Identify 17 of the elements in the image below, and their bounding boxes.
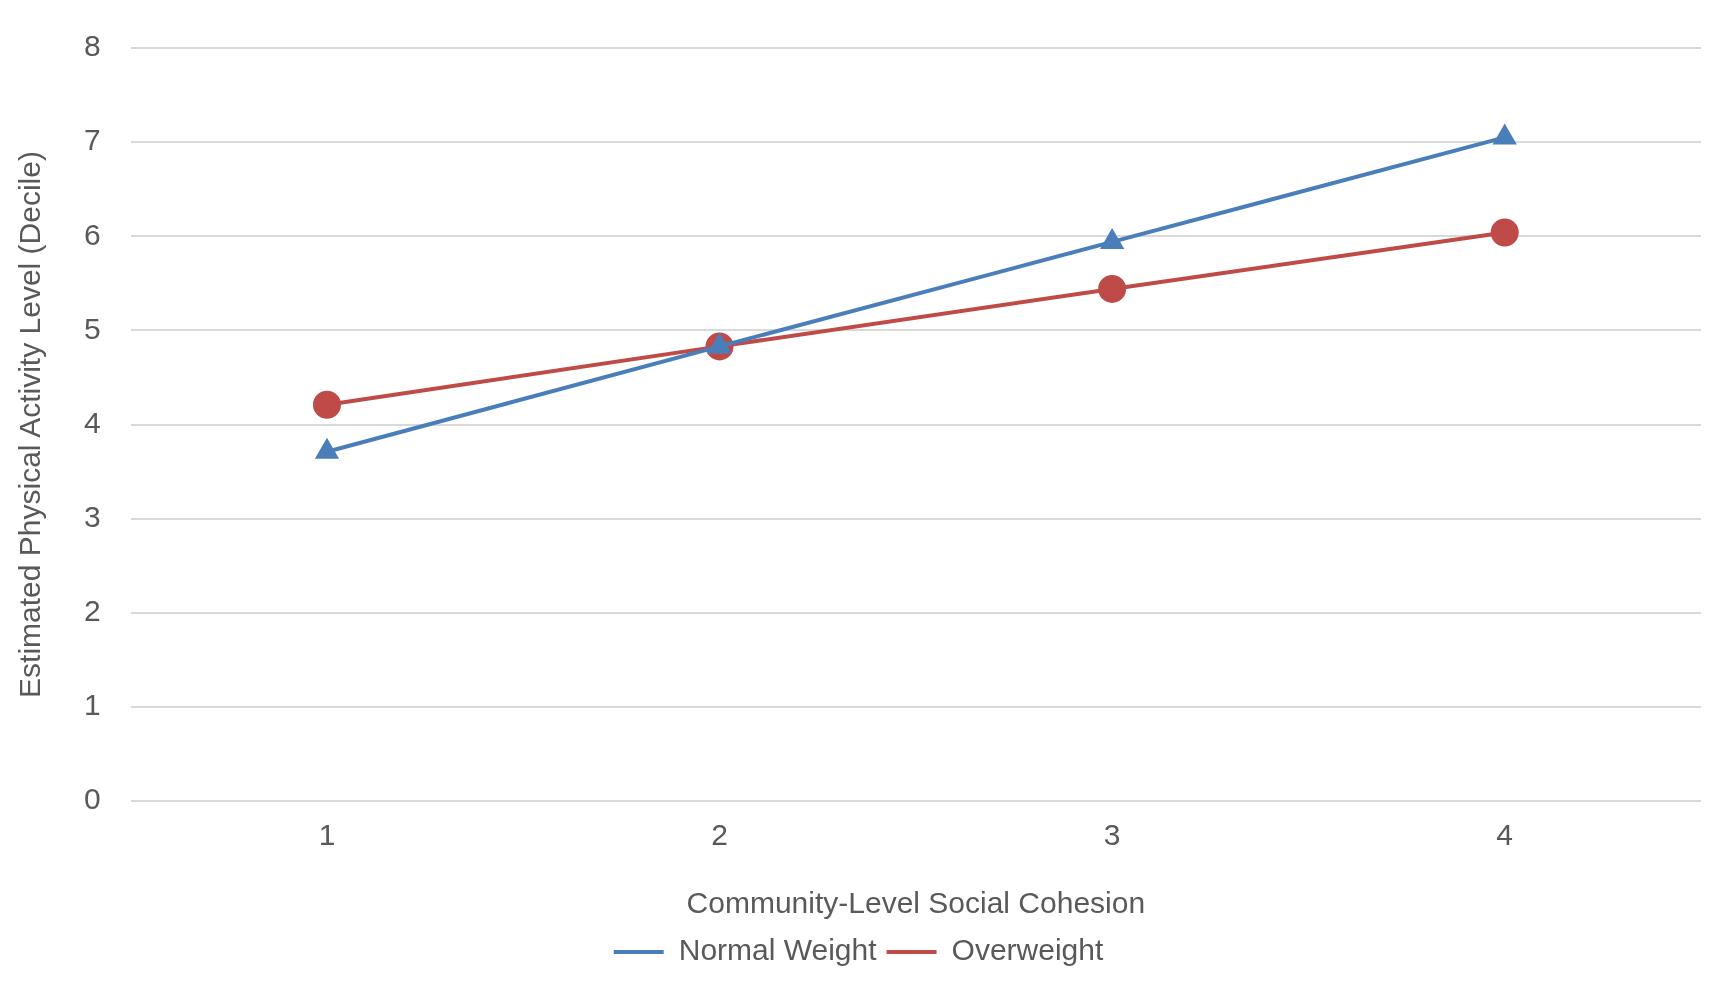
y-tick-label: 1	[84, 688, 101, 722]
x-axis-title: Community-Level Social Cohesion	[686, 886, 1146, 920]
y-tick-label: 8	[84, 29, 101, 63]
y-axis-title: Estimated Physical Activity Level (Decile)	[13, 151, 47, 698]
x-tick-label: 4	[1496, 818, 1514, 852]
legend-label: Normal Weight	[678, 933, 878, 967]
legend-label: Overweight	[951, 933, 1104, 967]
y-tick-label: 4	[84, 405, 101, 439]
x-tick-label: 3	[1103, 818, 1121, 852]
y-tick-label: 5	[84, 311, 101, 345]
y-tick-label: 2	[84, 594, 101, 628]
y-tick-label: 6	[84, 217, 101, 251]
x-tick-label: 1	[318, 818, 336, 852]
y-tick-label: 3	[84, 499, 101, 533]
y-tick-label: 0	[84, 782, 101, 816]
y-tick-label: 7	[84, 123, 101, 157]
x-tick-label: 2	[711, 818, 728, 852]
